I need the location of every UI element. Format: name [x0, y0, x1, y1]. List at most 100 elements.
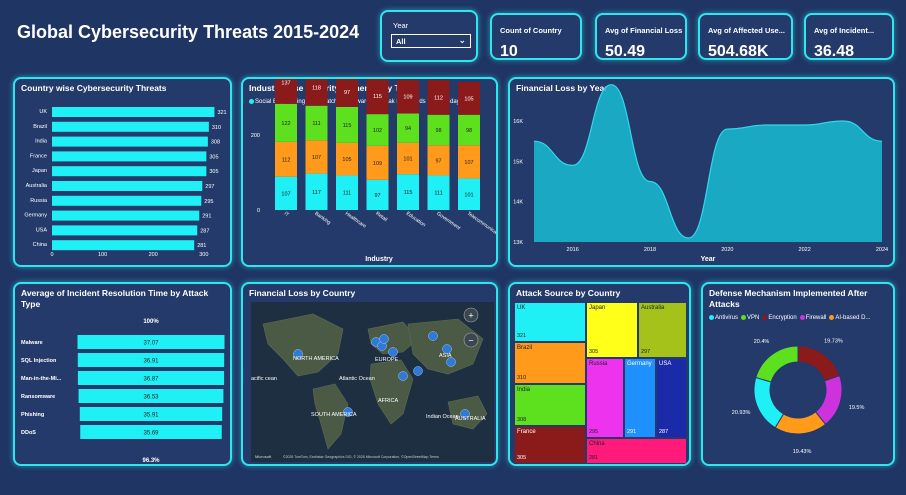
data-label: 111	[343, 191, 351, 197]
country-bubble	[293, 349, 303, 359]
data-label: 112	[434, 95, 443, 101]
cell-value: 297	[641, 349, 651, 355]
legend-label: Antivirus	[715, 315, 739, 322]
map-label: acific cean	[251, 376, 277, 382]
defense-mechanism-donut[interactable]: Defense Mechanism Implemented After Atta…	[701, 282, 895, 466]
treemap-cell[interactable]: Germany 291	[624, 358, 656, 438]
category-label: Banking	[313, 211, 331, 226]
map-label: AUSTRALIA	[455, 416, 486, 422]
treemap-cell[interactable]: USA 287	[656, 358, 687, 438]
data-label: 97	[374, 193, 380, 199]
bar	[52, 210, 200, 221]
category-label: Government	[435, 211, 461, 232]
country-bubble	[428, 331, 438, 341]
treemap-cell[interactable]: India 308	[514, 384, 586, 426]
map-label: SOUTH AMERICA	[311, 412, 357, 418]
treemap-cell[interactable]: Japan 305	[586, 302, 638, 358]
bar-segment	[275, 141, 297, 177]
country-threats-chart[interactable]: Country wise Cybersecurity Threats UK 321…	[13, 77, 232, 267]
year-dropdown[interactable]: All ⌄	[391, 34, 471, 48]
attack-source-treemap[interactable]: Attack Source by Country UK 321 Brazil 310 I…	[508, 282, 691, 466]
x-axis-label: Year	[701, 256, 716, 263]
bar	[52, 166, 207, 177]
bar-segment	[305, 79, 328, 106]
chevron-down-icon[interactable]: ⌄	[458, 35, 466, 45]
zoom-in-button[interactable]	[463, 307, 479, 323]
kpi-value: 10	[500, 43, 518, 60]
tick-label: 2024	[876, 247, 888, 253]
kpi-label: Avg of Financial Loss	[605, 26, 683, 35]
data-label: 97	[435, 158, 441, 164]
country-bubble	[446, 357, 456, 367]
bar-segment	[397, 174, 419, 210]
zoom-out-button[interactable]	[463, 332, 479, 348]
bar-segment	[458, 82, 480, 115]
bar-segment	[427, 114, 450, 146]
bar	[77, 335, 225, 349]
legend-item[interactable]: Firewall	[799, 315, 826, 321]
bar	[52, 151, 207, 162]
data-label: 297	[205, 184, 214, 190]
kpi-value: 504.68K	[708, 43, 769, 60]
bar-segment	[336, 142, 358, 176]
legend-item[interactable]: VPN	[741, 315, 759, 321]
chart-title: Attack Source by Country	[516, 288, 621, 298]
legend-item[interactable]: Encryption	[762, 315, 797, 321]
year-slicer[interactable]: Year All ⌄	[380, 10, 478, 62]
category-label: Japan	[32, 168, 47, 174]
cell-label: China	[589, 441, 605, 447]
industry-vulnerability-chart[interactable]: Industry wise Security Vulnerability Typ…	[241, 77, 498, 267]
data-label: 98	[435, 128, 441, 134]
data-label: 115	[404, 190, 413, 196]
treemap-cell[interactable]: France 305	[514, 426, 586, 464]
treemap-cell[interactable]: Russia 295	[586, 358, 624, 438]
slice-label: 19.5%	[849, 405, 865, 411]
donut-svg: 20.93% 20.4% 19.73% 19.5% 19.43%	[732, 338, 865, 455]
kpi-avg-incident: Avg of Incident... 36.48	[804, 13, 894, 60]
treemap-cell[interactable]: UK 321	[514, 302, 586, 342]
country-bubble	[460, 409, 470, 419]
data-label: 109	[403, 95, 412, 101]
category-label: Germany	[24, 213, 47, 219]
legend-item[interactable]: AI-based D...	[829, 315, 870, 321]
country-bubble	[442, 344, 452, 354]
bar-segment	[336, 106, 358, 143]
chart-title: Financial Loss by Country	[249, 288, 356, 298]
treemap-cell[interactable]: Brazil 310	[514, 342, 586, 384]
cell-label: Germany	[627, 361, 652, 367]
data-label: 35.91	[143, 413, 159, 419]
kpi-label: Count of Country	[500, 26, 562, 35]
cell-label: India	[517, 387, 531, 393]
kpi-count-country: Count of Country 10	[490, 13, 582, 60]
legend-item[interactable]: Antivirus	[709, 315, 738, 321]
chart-title: Financial Loss by Year	[516, 83, 608, 93]
tick-label: 300	[199, 252, 208, 258]
bar-segment	[366, 145, 389, 180]
data-label: 118	[312, 85, 321, 91]
bar-segment	[427, 145, 450, 176]
slicer-value: All	[396, 37, 406, 46]
bar-segment	[397, 79, 419, 114]
data-label: 111	[312, 121, 320, 127]
chart-title: Country wise Cybersecurity Threats	[21, 83, 167, 93]
data-label: 122	[281, 121, 290, 127]
bar	[78, 389, 224, 403]
category-label: Telecommunications	[466, 211, 496, 242]
chart-title: Average of Incident Resolution Time by A…	[21, 288, 209, 309]
bar-segment	[305, 173, 328, 210]
category-label: Ransomware	[21, 394, 55, 400]
bar	[52, 136, 208, 147]
treemap-cell[interactable]: Australia 297	[638, 302, 687, 358]
chart-title: Industry wise Security Vulnerability Typ…	[249, 83, 414, 93]
financial-loss-map[interactable]: Financial Loss by Country NORTH AMERICA E…	[241, 282, 498, 466]
treemap-cell[interactable]: China 281	[586, 438, 687, 464]
cell-value: 305	[589, 349, 599, 355]
resolution-time-chart[interactable]: Average of Incident Resolution Time by A…	[13, 282, 232, 466]
data-label: 115	[373, 94, 382, 100]
map-label: AFRICA	[378, 398, 399, 404]
bar-segment	[458, 178, 480, 210]
bar-segment	[275, 79, 297, 104]
cell-value: 308	[517, 417, 527, 423]
world-map[interactable]: NORTH AMERICA EUROPE ASIA Atlantic Ocean AFR…	[243, 284, 496, 464]
financial-loss-year-chart[interactable]: Financial Loss by Year 13K 14K 15K 16K 2016 2…	[508, 77, 895, 267]
